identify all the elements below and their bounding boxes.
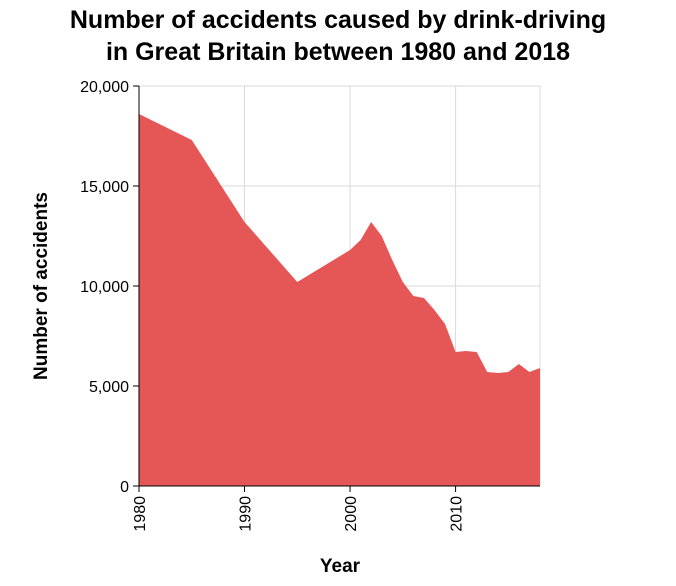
x-tick-label: 2010 xyxy=(449,496,466,532)
y-tick-label: 15,000 xyxy=(80,179,129,196)
y-tick-label: 10,000 xyxy=(80,279,129,296)
y-tick-label: 5,000 xyxy=(89,379,129,396)
y-axis-label: Number of accidents xyxy=(31,192,52,380)
area-series xyxy=(139,114,540,486)
x-tick-label: 1980 xyxy=(132,496,149,532)
y-tick-label: 20,000 xyxy=(80,79,129,96)
x-axis-label: Year xyxy=(320,556,361,577)
chart-title-line-1: Number of accidents caused by drink-driv… xyxy=(69,6,607,34)
y-axis-ticks: 0 5,000 10,000 15,000 20,000 xyxy=(80,79,139,496)
x-axis-ticks: 1980 1990 2000 2010 xyxy=(132,486,466,532)
x-tick-label: 1990 xyxy=(238,496,255,532)
x-tick-label: 2000 xyxy=(343,496,360,532)
y-tick-label: 0 xyxy=(120,479,129,496)
chart-title: Number of accidents caused by drink-driv… xyxy=(0,4,676,68)
chart-title-line-2: in Great Britain between 1980 and 2018 xyxy=(105,38,571,66)
